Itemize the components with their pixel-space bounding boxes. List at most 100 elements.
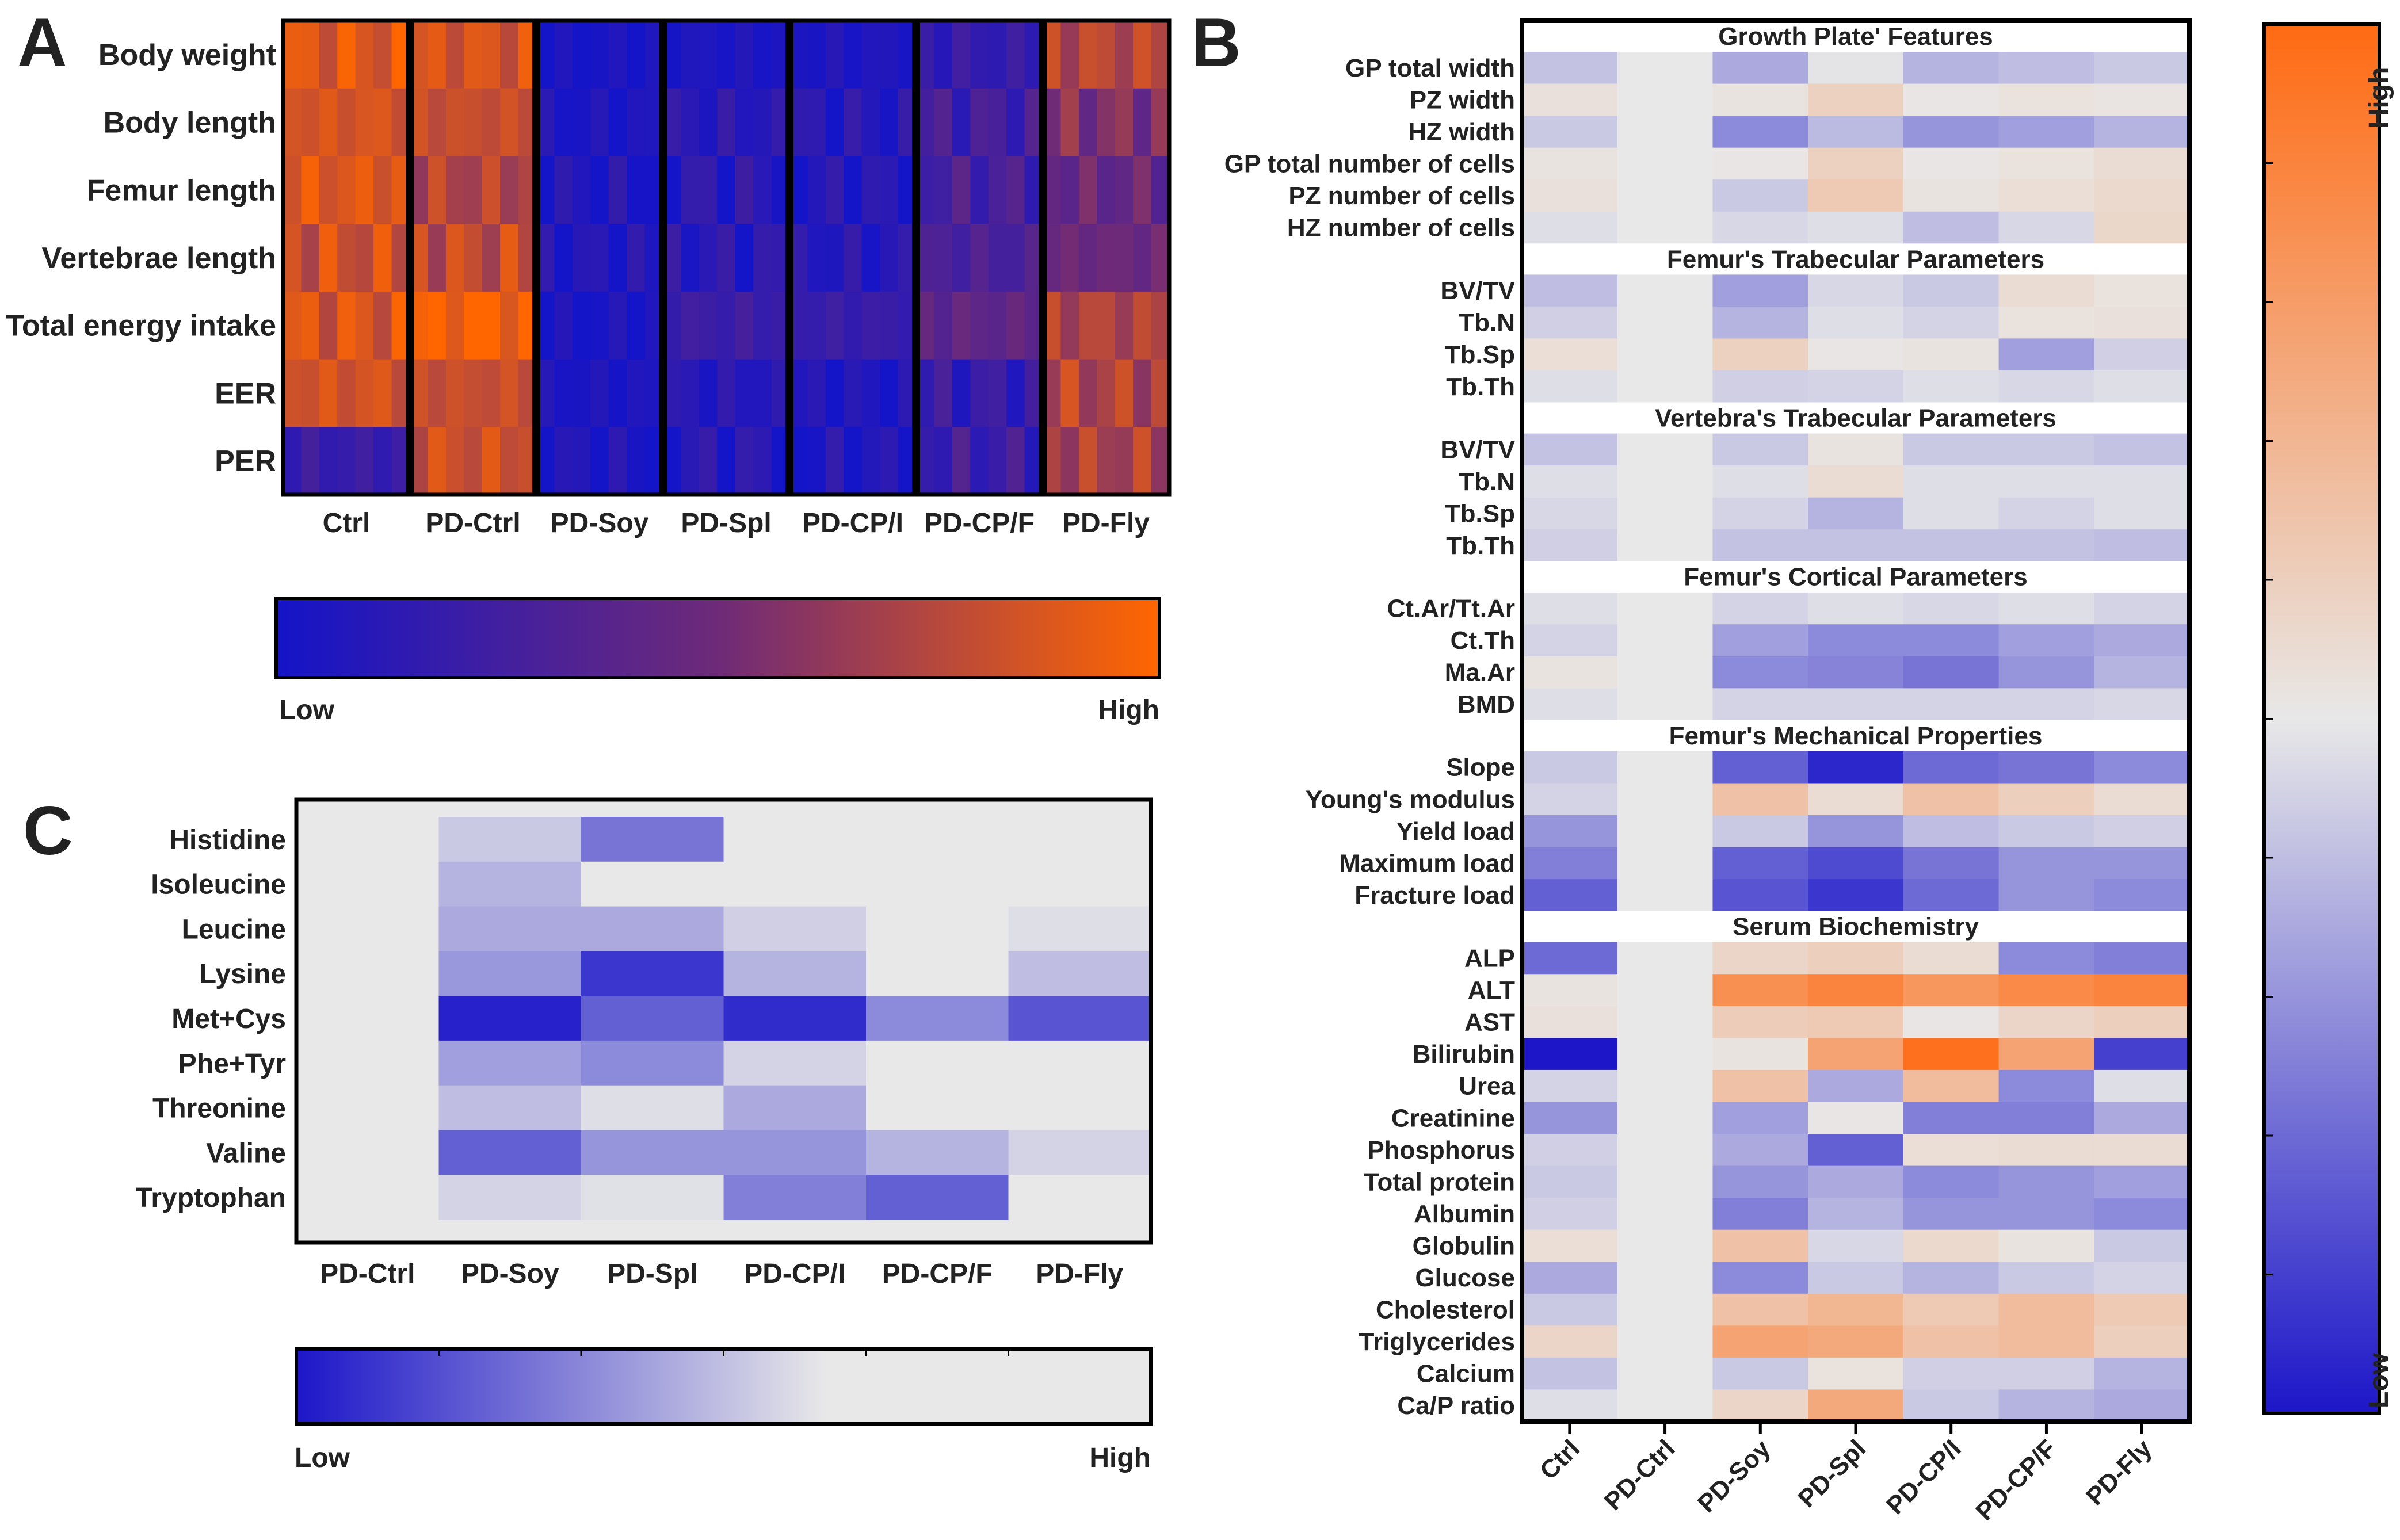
- heatmap-cell: [301, 21, 320, 89]
- heatmap-cell: [1522, 338, 1618, 371]
- heatmap-cell: [1060, 88, 1080, 157]
- heatmap-cell: [1078, 359, 1098, 428]
- heatmap-cell: [1617, 974, 1714, 1007]
- section-title: Femur's Trabecular Parameters: [1667, 245, 2044, 273]
- heatmap-cell: [2094, 1102, 2190, 1135]
- row-label: ALP: [1464, 944, 1515, 972]
- heatmap-cell: [1998, 592, 2095, 625]
- heatmap-cell: [1903, 1198, 2000, 1231]
- column-label: PD-CP/I: [744, 1259, 845, 1289]
- heatmap-cell: [1712, 465, 1809, 498]
- heatmap-cell: [1998, 1069, 2095, 1103]
- heatmap-cell: [1998, 147, 2095, 181]
- heatmap-cell: [373, 224, 392, 293]
- row-label: Calcium: [1417, 1360, 1515, 1388]
- heatmap-cell: [1078, 88, 1098, 157]
- heatmap-cell: [445, 21, 465, 89]
- heatmap-cell: [1903, 1389, 2000, 1422]
- heatmap-cell: [1006, 88, 1025, 157]
- heatmap-cell: [699, 291, 718, 360]
- heatmap-cell: [1712, 1165, 1809, 1199]
- heatmap-cell: [2094, 1357, 2190, 1390]
- heatmap-cell: [1522, 1325, 1618, 1358]
- heatmap-cell: [438, 1085, 582, 1131]
- panel-a-low-label: Low: [279, 695, 335, 725]
- heatmap-cell: [1998, 1357, 2095, 1390]
- heatmap-cell: [1903, 1006, 2000, 1039]
- section-title: Vertebra's Trabecular Parameters: [1655, 404, 2056, 433]
- heatmap-cell: [464, 359, 483, 428]
- heatmap-cell: [1008, 1175, 1151, 1220]
- heatmap-cell: [1808, 116, 1904, 148]
- heatmap-cell: [723, 1130, 867, 1176]
- column-label: PD-Soy: [1692, 1434, 1776, 1518]
- heatmap-cell: [1712, 1357, 1809, 1390]
- row-label: Femur length: [87, 174, 276, 207]
- heatmap-cell: [1522, 52, 1618, 85]
- heatmap-cell: [1522, 465, 1618, 498]
- heatmap-cell: [500, 291, 519, 360]
- heatmap-cell: [723, 861, 867, 907]
- heatmap-cell: [2094, 1069, 2190, 1103]
- heatmap-cell: [1617, 783, 1714, 816]
- heatmap-cell: [1808, 1357, 1904, 1390]
- heatmap-cell: [1903, 497, 2000, 530]
- heatmap-cell: [1522, 497, 1618, 530]
- heatmap-cell: [1712, 783, 1809, 816]
- heatmap-cell: [1998, 656, 2095, 689]
- heatmap-cell: [1712, 942, 1809, 975]
- heatmap-cell: [373, 359, 392, 428]
- heatmap-cell: [1060, 291, 1080, 360]
- heatmap-cell: [861, 88, 881, 157]
- heatmap-cell: [1078, 21, 1098, 89]
- heatmap-cell: [1903, 592, 2000, 625]
- heatmap-cell: [337, 291, 356, 360]
- heatmap-cell: [1998, 497, 2095, 530]
- heatmap-cell: [482, 21, 501, 89]
- heatmap-cell: [1903, 1134, 2000, 1167]
- heatmap-cell: [1903, 1229, 2000, 1263]
- column-label: PD-Spl: [607, 1259, 697, 1289]
- heatmap-cell: [1008, 861, 1151, 907]
- heatmap-cell: [1808, 1038, 1904, 1071]
- heatmap-cell: [1903, 433, 2000, 467]
- heatmap-cell: [866, 1085, 1009, 1131]
- heatmap-cell: [482, 359, 501, 428]
- heatmap-cell: [866, 1175, 1009, 1220]
- heatmap-cell: [1115, 224, 1134, 293]
- heatmap-cell: [445, 427, 465, 496]
- heatmap-cell: [301, 88, 320, 157]
- heatmap-cell: [1522, 1229, 1618, 1263]
- heatmap-cell: [1808, 1165, 1904, 1199]
- heatmap-cell: [807, 291, 827, 360]
- heatmap-cell: [590, 291, 609, 360]
- heatmap-cell: [934, 291, 953, 360]
- heatmap-cell: [1998, 370, 2095, 403]
- heatmap-cell: [1998, 338, 2095, 371]
- heatmap-cell: [1522, 370, 1618, 403]
- heatmap-cell: [627, 359, 646, 428]
- row-label: GP total width: [1345, 54, 1515, 82]
- heatmap-cell: [699, 88, 718, 157]
- heatmap-cell: [1808, 1102, 1904, 1135]
- row-label: PZ width: [1410, 86, 1515, 114]
- heatmap-cell: [1617, 879, 1714, 912]
- heatmap-cell: [717, 427, 736, 496]
- heatmap-cell: [1151, 88, 1170, 157]
- row-label: BMD: [1457, 690, 1515, 719]
- heatmap-cell: [1617, 1134, 1714, 1167]
- heatmap-cell: [934, 224, 953, 293]
- heatmap-cell: [581, 996, 724, 1041]
- heatmap-cell: [1903, 274, 2000, 307]
- panel-a-group-separators: [406, 21, 1047, 495]
- heatmap-cell: [1998, 688, 2095, 721]
- heatmap-cell: [1617, 1069, 1714, 1103]
- column-label: PD-CP/F: [1970, 1434, 2062, 1526]
- heatmap-cell: [1097, 359, 1116, 428]
- heatmap-cell: [1903, 338, 2000, 371]
- section-band: [1522, 561, 2189, 593]
- heatmap-cell: [1712, 179, 1809, 212]
- heatmap-cell: [1617, 1165, 1714, 1199]
- heatmap-cell: [1006, 427, 1025, 496]
